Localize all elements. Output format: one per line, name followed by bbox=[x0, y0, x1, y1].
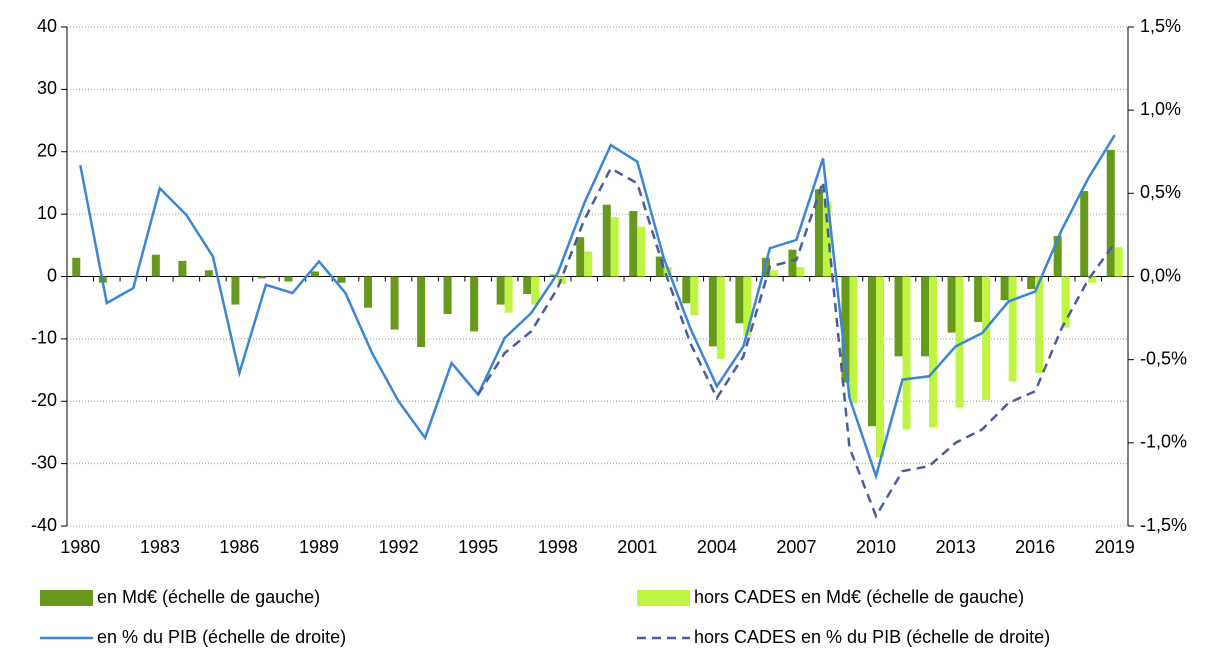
bar bbox=[72, 257, 81, 277]
bar bbox=[735, 276, 744, 324]
y-tick-label: 30 bbox=[37, 78, 57, 98]
bar bbox=[610, 217, 619, 277]
bar bbox=[743, 276, 752, 336]
x-tick-label: 1980 bbox=[60, 537, 100, 557]
bar bbox=[876, 276, 885, 458]
bar bbox=[1008, 276, 1017, 382]
x-tick-label: 2001 bbox=[617, 537, 657, 557]
legend-swatch bbox=[637, 590, 690, 606]
bar bbox=[929, 276, 938, 428]
bar bbox=[231, 276, 240, 305]
legend-label: hors CADES en % du PIB (échelle de droit… bbox=[694, 627, 1050, 647]
legend-label: en Md€ (échelle de gauche) bbox=[97, 587, 320, 607]
bar bbox=[1106, 149, 1115, 277]
bar bbox=[716, 276, 725, 359]
bar bbox=[902, 276, 911, 430]
bar bbox=[841, 276, 850, 383]
bar bbox=[531, 276, 540, 305]
bar bbox=[894, 276, 903, 357]
bar bbox=[1000, 276, 1009, 301]
bar bbox=[814, 189, 823, 277]
bar bbox=[637, 226, 646, 277]
bar bbox=[982, 276, 991, 401]
y-tick-label: 0 bbox=[47, 265, 57, 285]
bar bbox=[796, 267, 805, 277]
y-tick-label: -40 bbox=[31, 515, 57, 535]
y-tick-label: 20 bbox=[37, 141, 57, 161]
bar bbox=[868, 276, 877, 427]
bar bbox=[576, 237, 585, 277]
bar bbox=[708, 276, 717, 347]
y2-tick-label: 1,0% bbox=[1140, 99, 1181, 119]
y2-tick-label: 0,5% bbox=[1140, 182, 1181, 202]
x-tick-label: 1995 bbox=[458, 537, 498, 557]
y2-tick-label: -1,5% bbox=[1140, 515, 1187, 535]
bar bbox=[1080, 191, 1089, 277]
bar bbox=[417, 276, 426, 347]
x-tick-label: 2007 bbox=[776, 537, 816, 557]
bar bbox=[204, 270, 213, 277]
bar bbox=[682, 276, 691, 304]
bar bbox=[629, 211, 638, 277]
line bbox=[79, 134, 1116, 481]
legend-label: hors CADES en Md€ (échelle de gauche) bbox=[694, 587, 1024, 607]
bar bbox=[769, 270, 778, 277]
bar bbox=[470, 276, 479, 332]
bar bbox=[337, 276, 346, 283]
bar bbox=[584, 251, 593, 277]
bar bbox=[974, 276, 983, 323]
line bbox=[477, 166, 1116, 519]
bar bbox=[178, 260, 187, 277]
y2-tick-label: -1,0% bbox=[1140, 432, 1187, 452]
legend-swatch bbox=[40, 590, 93, 606]
bar bbox=[788, 249, 797, 277]
y-tick-label: -30 bbox=[31, 452, 57, 472]
bar bbox=[364, 276, 373, 308]
y-tick-label: -20 bbox=[31, 390, 57, 410]
bar bbox=[955, 276, 964, 408]
x-tick-label: 2013 bbox=[936, 537, 976, 557]
y-tick-label: 10 bbox=[37, 203, 57, 223]
x-tick-label: 1989 bbox=[299, 537, 339, 557]
x-tick-label: 1998 bbox=[538, 537, 578, 557]
bar bbox=[443, 276, 452, 314]
bar bbox=[1061, 276, 1070, 328]
bar bbox=[523, 276, 532, 294]
bar bbox=[390, 276, 399, 330]
y2-tick-label: 0,0% bbox=[1140, 265, 1181, 285]
bar bbox=[151, 254, 160, 277]
bar bbox=[310, 271, 319, 277]
bar bbox=[284, 276, 293, 282]
x-tick-label: 1986 bbox=[219, 537, 259, 557]
x-tick-label: 1983 bbox=[140, 537, 180, 557]
x-tick-label: 1992 bbox=[379, 537, 419, 557]
bar bbox=[496, 276, 505, 305]
legend-label: en % du PIB (échelle de droite) bbox=[97, 627, 346, 647]
bar bbox=[947, 276, 956, 333]
bar bbox=[849, 276, 858, 404]
bar bbox=[655, 256, 664, 277]
bar bbox=[921, 276, 930, 357]
bar bbox=[602, 204, 611, 277]
bar bbox=[1053, 235, 1062, 277]
bar bbox=[690, 276, 699, 316]
y-tick-label: 40 bbox=[37, 16, 57, 36]
bar bbox=[1114, 247, 1123, 277]
y2-tick-label: 1,5% bbox=[1140, 16, 1181, 36]
bar bbox=[1027, 276, 1036, 289]
x-tick-label: 2016 bbox=[1015, 537, 1055, 557]
bar bbox=[257, 276, 266, 279]
y2-tick-label: -0,5% bbox=[1140, 348, 1187, 368]
bar bbox=[504, 276, 513, 313]
y-tick-label: -10 bbox=[31, 328, 57, 348]
x-tick-label: 2019 bbox=[1095, 537, 1135, 557]
bar bbox=[549, 274, 558, 277]
x-tick-label: 2010 bbox=[856, 537, 896, 557]
bar bbox=[1088, 276, 1097, 283]
bar bbox=[1035, 276, 1044, 374]
x-tick-label: 2004 bbox=[697, 537, 737, 557]
bar bbox=[822, 201, 831, 277]
